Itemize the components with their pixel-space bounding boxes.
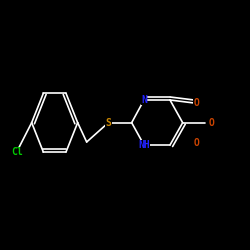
Text: Cl: Cl bbox=[11, 147, 22, 157]
Text: O: O bbox=[208, 118, 214, 128]
Text: S: S bbox=[106, 118, 111, 128]
Text: O: O bbox=[194, 98, 200, 108]
Text: NH: NH bbox=[138, 140, 150, 150]
Text: O: O bbox=[194, 138, 200, 148]
Text: N: N bbox=[141, 95, 147, 105]
